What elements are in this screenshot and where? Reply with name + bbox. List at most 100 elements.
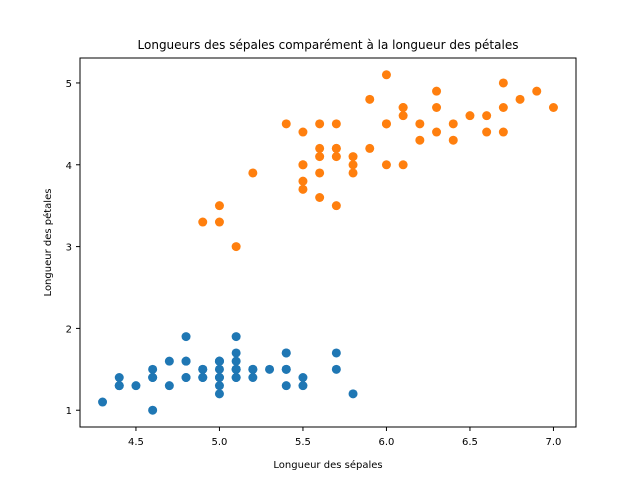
- chart-title: Longueurs des sépales comparément à la l…: [138, 38, 519, 52]
- data-point-series-2: [498, 103, 508, 112]
- data-point-series-2: [515, 94, 525, 104]
- data-point-series-2: [548, 103, 558, 112]
- data-point-series-2: [381, 70, 391, 80]
- data-point-series-2: [331, 152, 341, 162]
- data-point-series-1: [331, 364, 341, 374]
- data-point-series-2: [415, 135, 425, 145]
- data-point-series-2: [381, 119, 391, 129]
- data-point-series-1: [331, 348, 341, 358]
- data-point-series-1: [248, 373, 258, 382]
- data-point-series-2: [398, 160, 408, 170]
- data-point-series-2: [348, 160, 358, 170]
- data-point-series-2: [532, 86, 542, 96]
- data-point-series-2: [348, 152, 358, 162]
- data-point-series-2: [498, 127, 508, 137]
- x-axis-label: Longueur des sépales: [273, 459, 382, 471]
- data-point-series-1: [265, 364, 275, 374]
- y-tick-label: 1: [66, 406, 72, 417]
- y-tick-label: 5: [66, 79, 72, 90]
- data-point-series-2: [398, 103, 408, 112]
- data-point-series-2: [432, 103, 442, 112]
- data-point-series-1: [281, 364, 291, 374]
- data-point-series-2: [415, 119, 425, 129]
- plot-frame: [79, 57, 577, 428]
- data-point-series-1: [298, 381, 308, 391]
- data-point-series-2: [448, 135, 458, 145]
- data-point-series-2: [298, 176, 308, 186]
- data-point-series-2: [331, 201, 341, 211]
- data-point-series-2: [315, 143, 325, 153]
- data-point-series-1: [164, 381, 174, 391]
- data-point-series-2: [298, 127, 308, 137]
- points-layer: [98, 70, 558, 415]
- data-point-series-2: [281, 119, 291, 129]
- data-point-series-2: [315, 152, 325, 162]
- data-point-series-2: [432, 127, 442, 137]
- data-point-series-2: [482, 127, 492, 137]
- data-point-series-1: [131, 381, 141, 391]
- data-point-series-1: [148, 373, 158, 382]
- y-axis: 1 2 3 4 5: [66, 79, 80, 417]
- data-point-series-1: [231, 332, 241, 342]
- data-point-series-2: [298, 160, 308, 170]
- data-point-series-2: [365, 143, 375, 153]
- x-tick-label: 5.5: [295, 437, 311, 448]
- data-point-series-1: [348, 389, 358, 399]
- data-point-series-1: [181, 373, 191, 382]
- data-point-series-2: [214, 201, 224, 211]
- data-point-series-1: [281, 381, 291, 391]
- data-point-series-2: [348, 168, 358, 178]
- data-point-series-2: [465, 111, 475, 121]
- x-tick-label: 4.5: [128, 437, 144, 448]
- data-point-series-2: [248, 168, 258, 178]
- y-axis-label: Longueur des pétales: [42, 189, 54, 297]
- x-tick-label: 6.0: [378, 437, 394, 448]
- data-point-series-2: [298, 184, 308, 194]
- data-point-series-1: [148, 364, 158, 374]
- data-point-series-1: [214, 364, 224, 374]
- data-point-series-2: [482, 111, 492, 121]
- data-point-series-1: [114, 373, 124, 382]
- data-point-series-1: [164, 356, 174, 366]
- data-point-series-2: [381, 160, 391, 170]
- data-point-series-2: [315, 193, 325, 202]
- data-point-series-1: [214, 381, 224, 391]
- data-point-series-2: [315, 119, 325, 129]
- data-point-series-2: [498, 78, 508, 88]
- x-tick-label: 6.5: [462, 437, 478, 448]
- y-tick-label: 2: [66, 324, 72, 335]
- data-point-series-2: [231, 242, 241, 252]
- x-tick-label: 7.0: [546, 437, 562, 448]
- data-point-series-1: [231, 356, 241, 366]
- data-point-series-1: [231, 348, 241, 358]
- data-point-series-1: [198, 373, 208, 382]
- data-point-series-2: [365, 94, 375, 104]
- data-point-series-1: [214, 356, 224, 366]
- data-point-series-2: [315, 168, 325, 178]
- y-tick-label: 3: [66, 243, 72, 254]
- data-point-series-1: [231, 364, 241, 374]
- data-point-series-1: [114, 381, 124, 391]
- y-tick-label: 4: [66, 161, 72, 172]
- data-point-series-1: [98, 397, 108, 407]
- data-point-series-2: [198, 217, 208, 227]
- data-point-series-1: [214, 373, 224, 382]
- x-axis: 4.5 5.0 5.5 6.0 6.5 7.0: [128, 427, 561, 448]
- data-point-series-1: [231, 373, 241, 382]
- data-point-series-2: [331, 119, 341, 129]
- data-point-series-2: [214, 217, 224, 227]
- x-tick-label: 5.0: [211, 437, 227, 448]
- data-point-series-1: [148, 405, 158, 415]
- data-point-series-1: [248, 364, 258, 374]
- data-point-series-1: [198, 364, 208, 374]
- data-point-series-2: [331, 143, 341, 153]
- data-point-series-2: [432, 86, 442, 96]
- data-point-series-2: [448, 119, 458, 129]
- data-point-series-1: [181, 332, 191, 342]
- data-point-series-1: [181, 356, 191, 366]
- data-point-series-1: [298, 373, 308, 382]
- data-point-series-1: [214, 389, 224, 399]
